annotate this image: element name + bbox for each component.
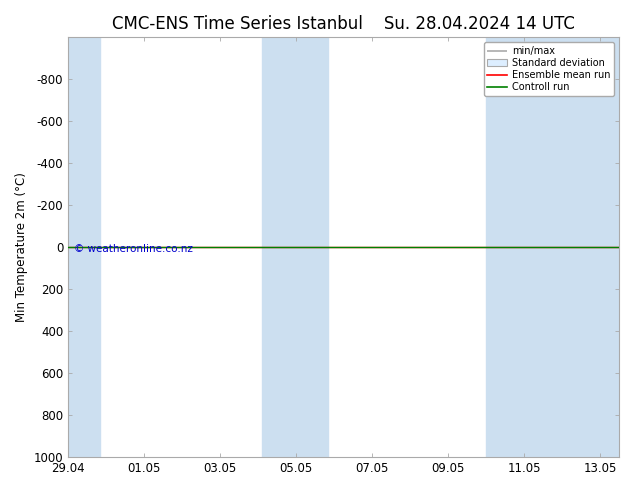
Bar <box>68 37 100 457</box>
Y-axis label: Min Temperature 2m (°C): Min Temperature 2m (°C) <box>15 172 28 322</box>
Text: © weatheronline.co.nz: © weatheronline.co.nz <box>74 245 193 254</box>
Title: CMC-ENS Time Series Istanbul    Su. 28.04.2024 14 UTC: CMC-ENS Time Series Istanbul Su. 28.04.2… <box>112 15 575 33</box>
Bar <box>262 37 328 457</box>
Bar <box>486 37 619 457</box>
Legend: min/max, Standard deviation, Ensemble mean run, Controll run: min/max, Standard deviation, Ensemble me… <box>484 42 614 96</box>
